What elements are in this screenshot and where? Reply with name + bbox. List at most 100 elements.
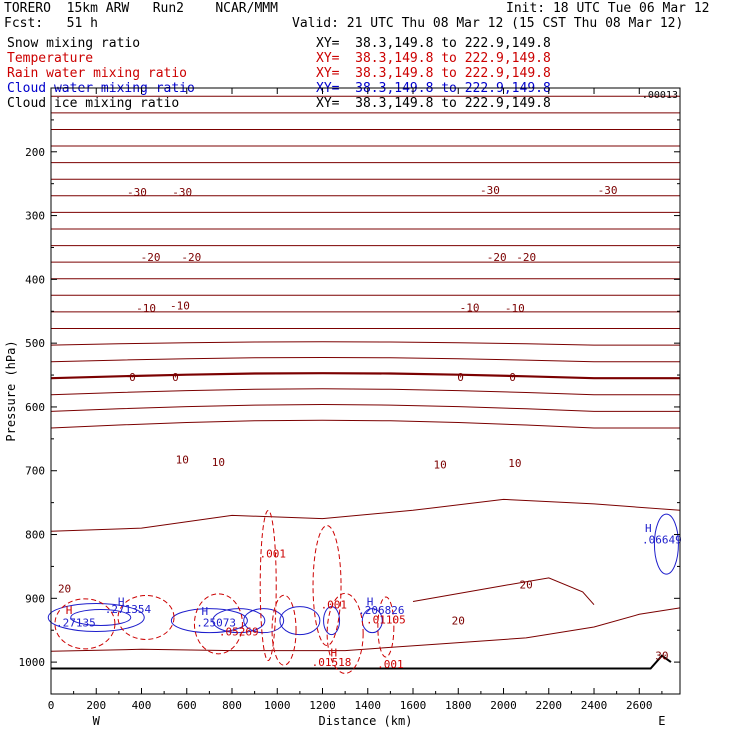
x-tick-label: 0 [48,699,55,712]
y-tick-label: 300 [25,210,45,223]
isotherm-label: -20 [516,251,536,264]
cloud-water-contour [361,608,383,634]
x-tick-label: 1400 [355,699,382,712]
isotherm-line [50,388,680,396]
cloud-water-label: .206826 [358,604,404,617]
isotherm-label: 30 [655,650,668,663]
terrain-line [51,654,672,670]
maximum-marker: H [202,605,209,618]
maximum-marker: H [331,647,338,660]
isotherm-label: -10 [505,302,525,315]
cloud-water-contour [279,606,321,636]
contour-labels: -30 -30 -30 -30 -20 -20 -20 -20 -10 -10 -10 -10 0 0 0 0… [56,90,682,671]
rain-contour [312,525,342,647]
rain-contour [193,593,243,655]
y-tick-label: 800 [25,529,45,542]
field-rain-water-mixing-ratio: Rain water mixing ratio [7,66,188,81]
maximum-marker: H [367,596,374,609]
west-label: W [93,714,101,728]
valid-time: Valid: 21 UTC Thu 08 Mar 12 (15 CST Thu … [292,16,684,31]
isotherm-line [50,341,680,346]
y-axis-title: Pressure (hPa) [4,340,18,441]
isotherm-label: -30 [172,186,192,199]
rain-contour [259,510,277,662]
maximum-marker: H [645,522,652,535]
isotherm-line [50,419,680,429]
isotherm-label: 0 [457,371,464,384]
field-temperature: Temperature [7,51,94,66]
rain-label: .001 [377,658,404,671]
y-tick-label: 900 [25,592,45,605]
cloud-water-contour [653,513,679,575]
rain-contour [117,594,175,640]
x-tick-label: 1800 [445,699,472,712]
isotherm-label: -30 [127,186,147,199]
cloud-water-contour [47,602,145,632]
isotherm-line [50,356,680,363]
isotherm-line [50,372,680,380]
y-tick-label: 200 [25,146,45,159]
rain-contour [271,594,297,666]
isotherm-label: -20 [181,251,201,264]
isotherm-label: 10 [508,457,521,470]
x-axis-title: Distance (km) [319,714,413,728]
temperature-contours [50,95,681,670]
isotherm-line [50,607,681,652]
isotherm-label: 10 [434,458,447,471]
isotherm-label: -30 [598,184,618,197]
y-tick-label: 400 [25,273,45,286]
rain-label: .01105 [366,613,406,626]
isotherm-label: 20 [452,615,465,628]
rain-contour [54,598,116,650]
isotherm-label: 0 [129,371,136,384]
cloud-water-label: .27135 [56,617,96,630]
rain-label: .05269 [219,625,259,638]
y-tick-label: 600 [25,401,45,414]
y-tick-label: 700 [25,465,45,478]
maximum-marker: H [118,596,125,609]
field-rain-xy: XY= 38.3,149.8 to 222.9,149.8 [316,66,551,81]
maximum-marker: H [66,604,73,617]
forecast-hour: Fcst: 51 h [4,16,98,31]
init-time: Init: 18 UTC Tue 06 Mar 12 [506,1,710,16]
cloud-and-rain-contours [47,510,679,674]
isotherm-label: -20 [487,251,507,264]
x-tick-label: 2600 [626,699,653,712]
x-tick-label: 400 [132,699,152,712]
isotherm-line [50,403,680,412]
isotherm-label: -10 [460,301,480,314]
isotherm-line [412,577,595,606]
field-snow-mixing-ratio: Snow mixing ratio [7,36,141,51]
model-title: TORERO 15km ARW Run2 NCAR/MMM [4,1,278,16]
x-tick-label: 2000 [490,699,517,712]
field-temperature-xy: XY= 38.3,149.8 to 222.9,149.8 [316,51,551,66]
top-right-value: .00013 [642,90,678,101]
x-tick-label: 200 [86,699,106,712]
rain-label: .001 [259,548,286,561]
x-tick-label: 1000 [264,699,291,712]
field-cloud-ice-mixing-ratio: Cloud ice mixing ratio [7,96,180,111]
x-tick-label: 1600 [400,699,427,712]
rain-contour [377,596,395,658]
x-tick-label: 600 [177,699,197,712]
isotherm-label: 0 [172,371,179,384]
isotherm-label: 10 [212,456,225,469]
isotherm-label: 10 [176,453,189,466]
isotherm-label: -10 [170,300,190,313]
cloud-water-label: .06649 [642,534,682,547]
isotherm-label: 0 [509,371,516,384]
field-cloud-ice-xy: XY= 38.3,149.8 to 222.9,149.8 [316,96,551,111]
rain-contour [326,592,364,674]
x-tick-label: 2400 [581,699,608,712]
y-tick-label: 1000 [19,656,46,669]
y-tick-label: 500 [25,337,45,350]
x-tick-label: 2200 [536,699,563,712]
cloud-water-label: .271354 [105,603,152,616]
plot-frame [50,87,681,695]
isotherm-label: -30 [480,184,500,197]
isotherm-label: -20 [141,251,161,264]
cloud-water-contour [170,608,248,634]
x-tick-label: 1200 [309,699,336,712]
cloud-water-contour [243,608,285,634]
